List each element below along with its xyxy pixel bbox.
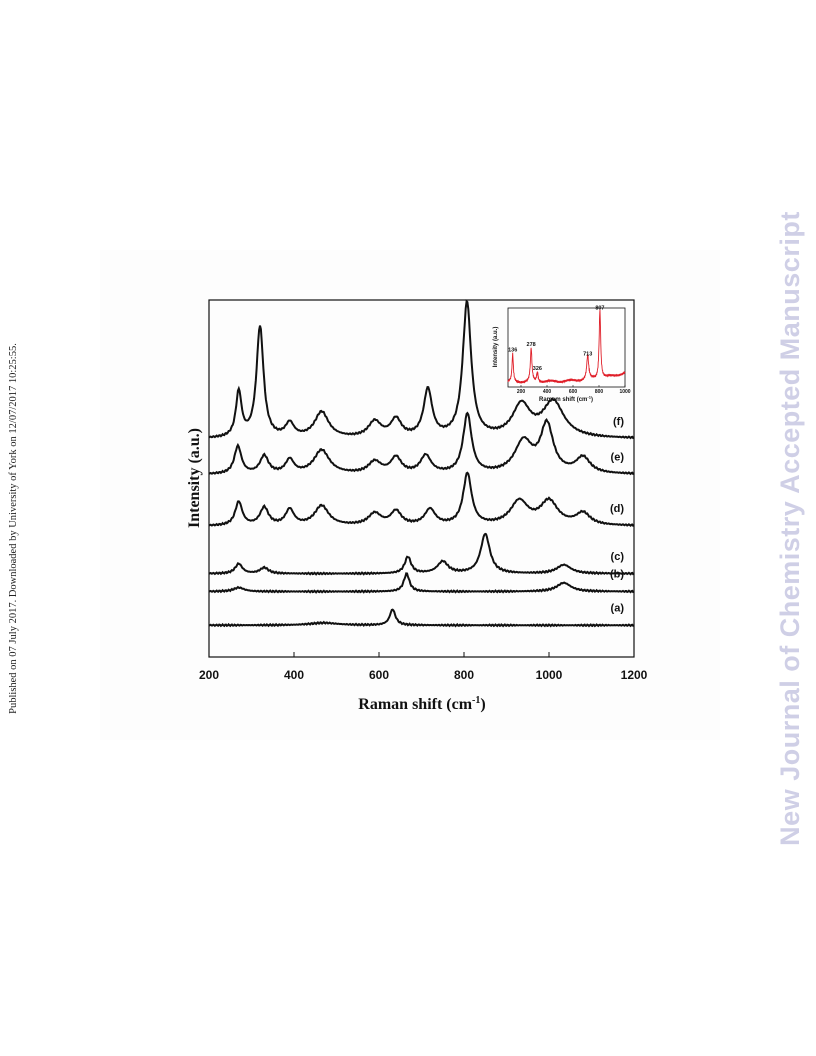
main-curves (208, 299, 635, 628)
inset-series-line (507, 309, 626, 384)
series-line-2 (208, 532, 635, 576)
inset-x-tick-label-2: 600 (569, 389, 578, 395)
series-label-5: (f) (613, 416, 624, 428)
curve-labels: (a) (b) (c) (d) (e) (f) (610, 416, 624, 614)
inset-curve (507, 309, 626, 384)
inset-x-axis-title-sup: -1 (587, 395, 591, 400)
x-tick-label-3: 800 (454, 668, 474, 682)
inset-frame (507, 307, 626, 388)
x-axis-title-end: ) (480, 696, 485, 713)
series-label-3: (d) (610, 503, 624, 515)
series-line-3 (208, 471, 635, 528)
x-axis-title: Raman shift (cm-1) (358, 695, 485, 713)
inset-x-axis-title-end: ) (591, 397, 593, 403)
inset-peak-label-4: 807 (595, 306, 604, 312)
main-plot-frame (208, 299, 635, 658)
inset-peak-label-0: 136 (508, 348, 517, 354)
series-label-1: (b) (610, 569, 624, 581)
inset-chart: 200 400 600 800 1000 136 278 326 713 807 Intensi… (493, 306, 631, 403)
x-tick-label-4: 1000 (536, 668, 563, 682)
x-tick-label-0: 200 (199, 668, 219, 682)
x-tick-label-1: 400 (284, 668, 304, 682)
inset-y-axis-title: Intensity (a.u.) (493, 327, 499, 368)
inset-peak-label-2: 326 (533, 366, 542, 372)
x-axis-ticks: 200 400 600 800 1000 1200 (199, 652, 648, 682)
series-label-0: (a) (611, 602, 625, 614)
x-axis-title-main: Raman shift (cm (358, 696, 472, 713)
series-line-4 (208, 411, 635, 476)
series-label-2: (c) (611, 551, 625, 563)
inset-peak-labels: 136 278 326 713 807 (508, 306, 604, 372)
series-line-1 (208, 572, 635, 594)
inset-x-axis-title: Ramam shift (cm-1) (539, 395, 593, 404)
inset-peak-label-3: 713 (583, 352, 592, 358)
series-line-5 (208, 299, 635, 440)
series-line-0 (208, 608, 635, 628)
inset-x-tick-label-0: 200 (517, 389, 526, 395)
y-axis-title: Intensity (a.u.) (186, 428, 203, 528)
x-tick-label-2: 600 (369, 668, 389, 682)
inset-x-axis-title-main: Ramam shift (cm (539, 397, 587, 403)
series-label-4: (e) (611, 452, 625, 464)
inset-x-tick-label-1: 400 (543, 389, 552, 395)
inset-x-tick-label-3: 800 (595, 389, 604, 395)
x-tick-label-5: 1200 (621, 668, 648, 682)
inset-x-tick-label-4: 1000 (619, 389, 630, 395)
x-axis-title-sup: -1 (472, 695, 480, 706)
inset-peak-label-1: 278 (527, 342, 536, 348)
inset-x-axis-ticks: 200 400 600 800 1000 (517, 385, 631, 395)
